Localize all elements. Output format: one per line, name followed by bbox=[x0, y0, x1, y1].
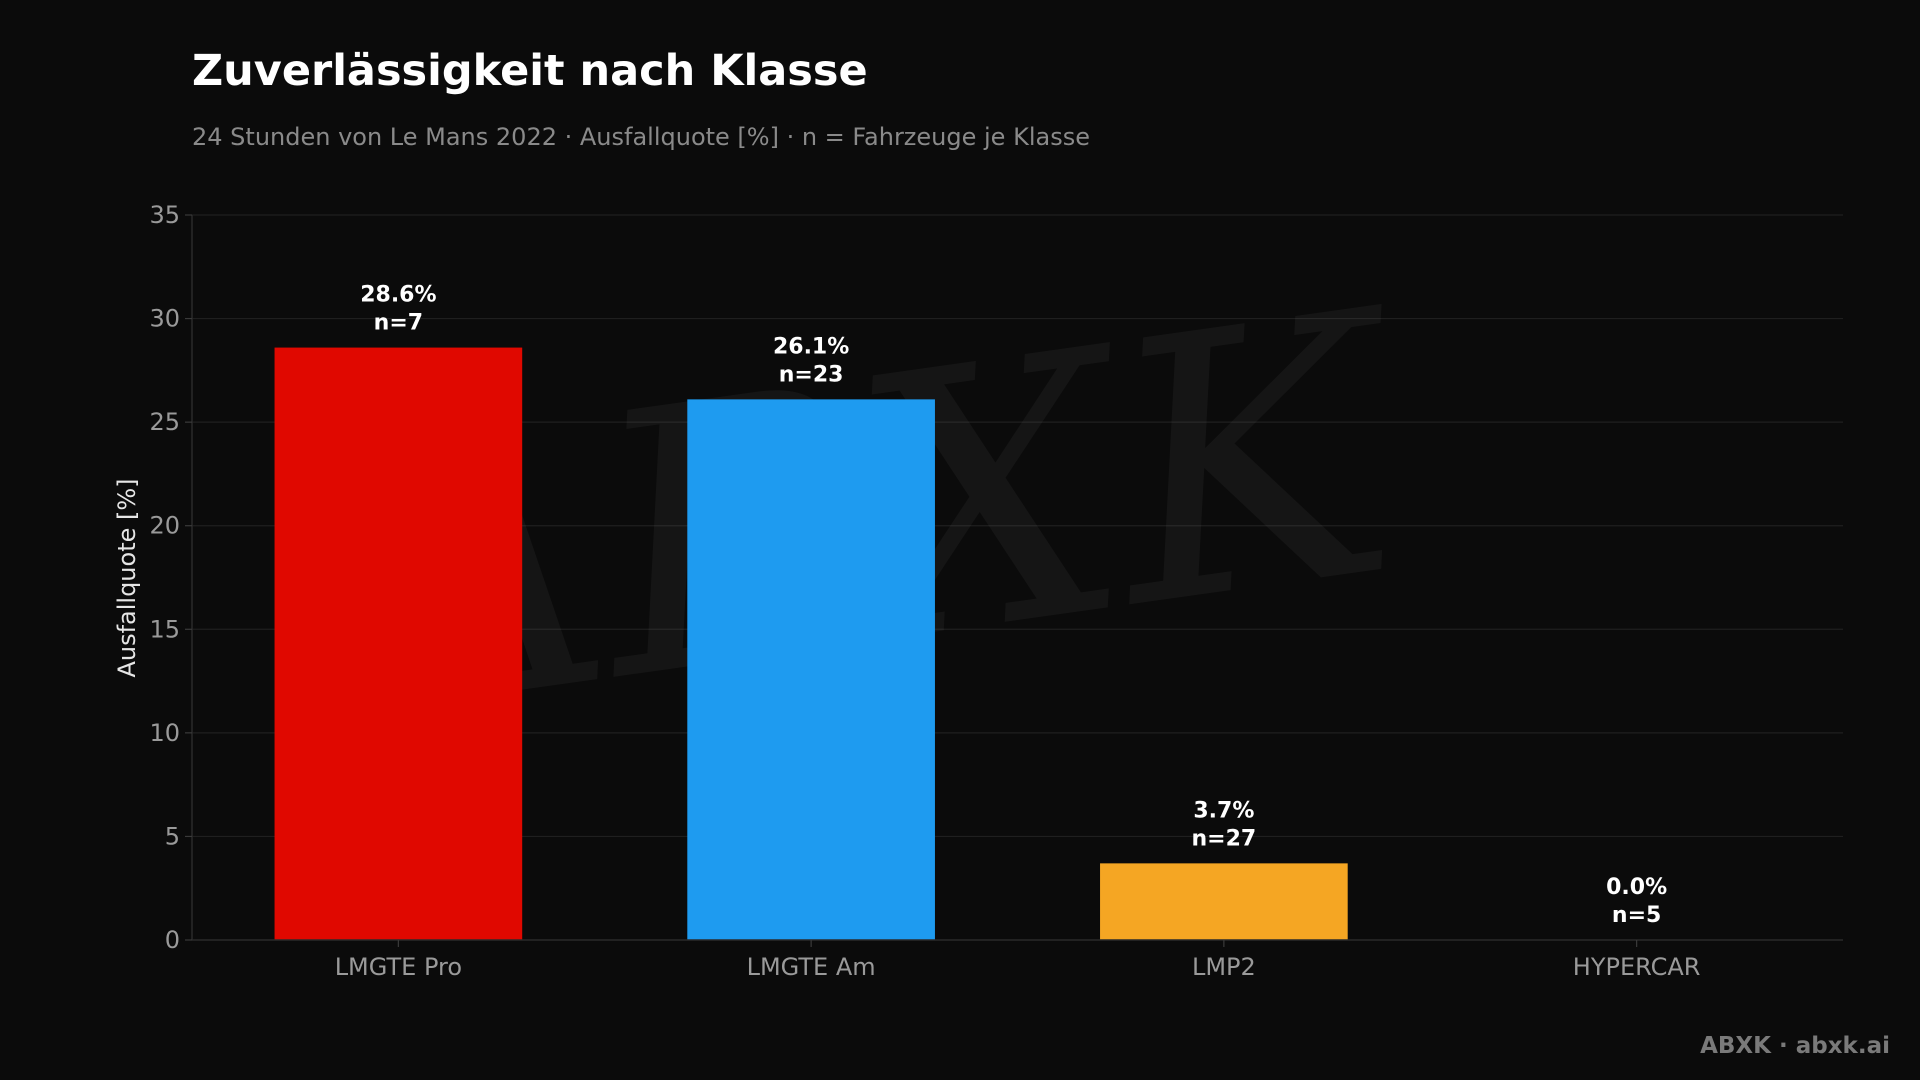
x-tick-label: LMGTE Am bbox=[747, 953, 876, 981]
y-tick-label: 35 bbox=[149, 201, 180, 229]
data-label-n: n=23 bbox=[779, 362, 844, 387]
data-label-value: 26.1% bbox=[773, 334, 849, 359]
x-tick-labels: LMGTE Pro LMGTE Am LMP2 HYPERCAR bbox=[335, 940, 1701, 981]
y-tick-label: 15 bbox=[149, 615, 180, 643]
data-label-value: 28.6% bbox=[360, 283, 436, 308]
data-label-n: n=27 bbox=[1192, 826, 1257, 851]
y-tick-label: 30 bbox=[149, 305, 180, 333]
data-label-value: 0.0% bbox=[1606, 875, 1667, 900]
y-tick-label: 10 bbox=[149, 719, 180, 747]
chart-title: Zuverlässigkeit nach Klasse bbox=[192, 46, 868, 96]
chart-subtitle: 24 Stunden von Le Mans 2022 · Ausfallquo… bbox=[192, 123, 1090, 151]
data-labels: 28.6% n=7 26.1% n=23 3.7% n=27 0.0% n=5 bbox=[360, 283, 1667, 928]
axes bbox=[191, 215, 1843, 941]
x-tick-label: LMP2 bbox=[1192, 953, 1256, 981]
y-axis-label: Ausfallquote [%] bbox=[113, 478, 141, 677]
x-tick-label: LMGTE Pro bbox=[335, 953, 462, 981]
data-label-n: n=7 bbox=[374, 311, 423, 336]
footer-branding: ABXK · abxk.ai bbox=[1700, 1033, 1890, 1059]
y-tick-labels: 0 5 10 15 20 25 30 35 bbox=[149, 201, 192, 954]
data-label-n: n=5 bbox=[1612, 903, 1661, 928]
bars bbox=[274, 347, 1348, 941]
data-label-value: 3.7% bbox=[1193, 798, 1254, 823]
bar bbox=[274, 347, 523, 941]
y-tick-label: 0 bbox=[165, 926, 180, 954]
x-tick-label: HYPERCAR bbox=[1573, 953, 1701, 981]
y-tick-label: 20 bbox=[149, 512, 180, 540]
y-tick-label: 25 bbox=[149, 408, 180, 436]
y-tick-label: 5 bbox=[165, 822, 180, 850]
bar bbox=[1100, 863, 1348, 940]
bar bbox=[687, 399, 935, 940]
